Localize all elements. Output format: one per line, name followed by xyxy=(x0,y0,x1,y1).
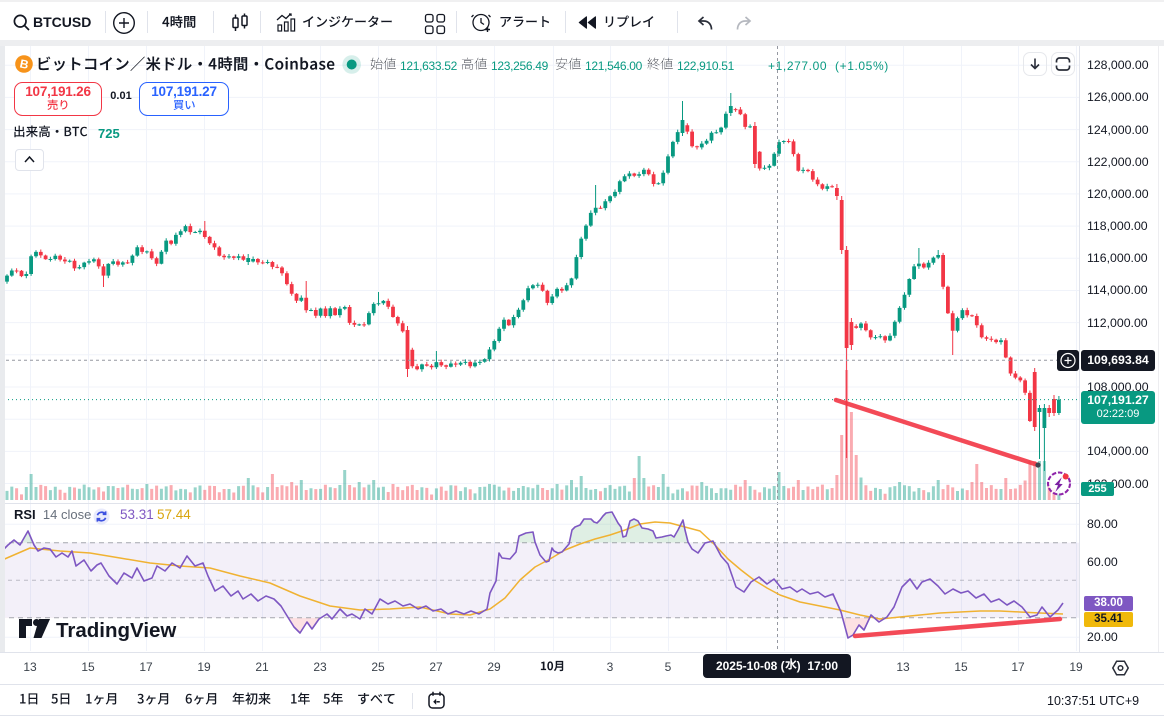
svg-text:B: B xyxy=(18,56,30,72)
svg-text:TradingView: TradingView xyxy=(56,619,176,642)
